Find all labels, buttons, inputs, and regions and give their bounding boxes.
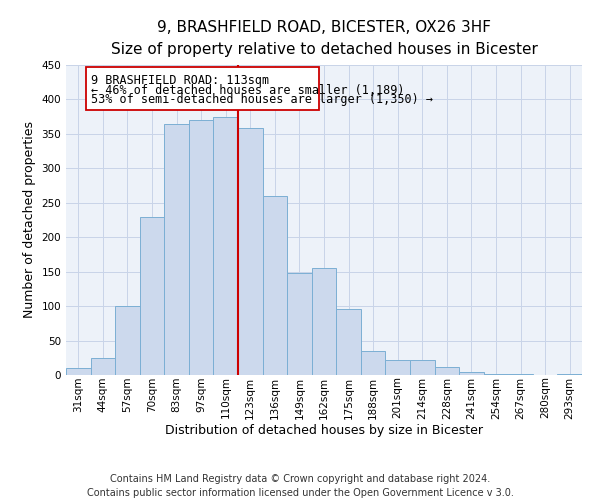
Bar [91, 358, 115, 375]
Bar [361, 351, 385, 375]
Bar [312, 268, 336, 375]
Bar [410, 360, 434, 375]
Bar [238, 128, 263, 375]
Y-axis label: Number of detached properties: Number of detached properties [23, 122, 36, 318]
Bar [115, 306, 140, 375]
Text: 53% of semi-detached houses are larger (1,350) →: 53% of semi-detached houses are larger (… [91, 93, 433, 106]
Bar [214, 116, 238, 375]
Bar [508, 374, 533, 375]
Title: 9, BRASHFIELD ROAD, BICESTER, OX26 3HF
Size of property relative to detached hou: 9, BRASHFIELD ROAD, BICESTER, OX26 3HF S… [110, 20, 538, 57]
Bar [140, 216, 164, 375]
Bar [287, 273, 312, 375]
Text: ← 46% of detached houses are smaller (1,189): ← 46% of detached houses are smaller (1,… [91, 84, 404, 96]
Text: Contains HM Land Registry data © Crown copyright and database right 2024.
Contai: Contains HM Land Registry data © Crown c… [86, 474, 514, 498]
Bar [434, 368, 459, 375]
Bar [164, 124, 189, 375]
Bar [189, 120, 214, 375]
FancyBboxPatch shape [86, 67, 319, 110]
Bar [459, 372, 484, 375]
X-axis label: Distribution of detached houses by size in Bicester: Distribution of detached houses by size … [165, 424, 483, 437]
Bar [484, 374, 508, 375]
Bar [66, 368, 91, 375]
Bar [385, 360, 410, 375]
Bar [557, 374, 582, 375]
Bar [336, 309, 361, 375]
Text: 9 BRASHFIELD ROAD: 113sqm: 9 BRASHFIELD ROAD: 113sqm [91, 74, 269, 87]
Bar [263, 196, 287, 375]
